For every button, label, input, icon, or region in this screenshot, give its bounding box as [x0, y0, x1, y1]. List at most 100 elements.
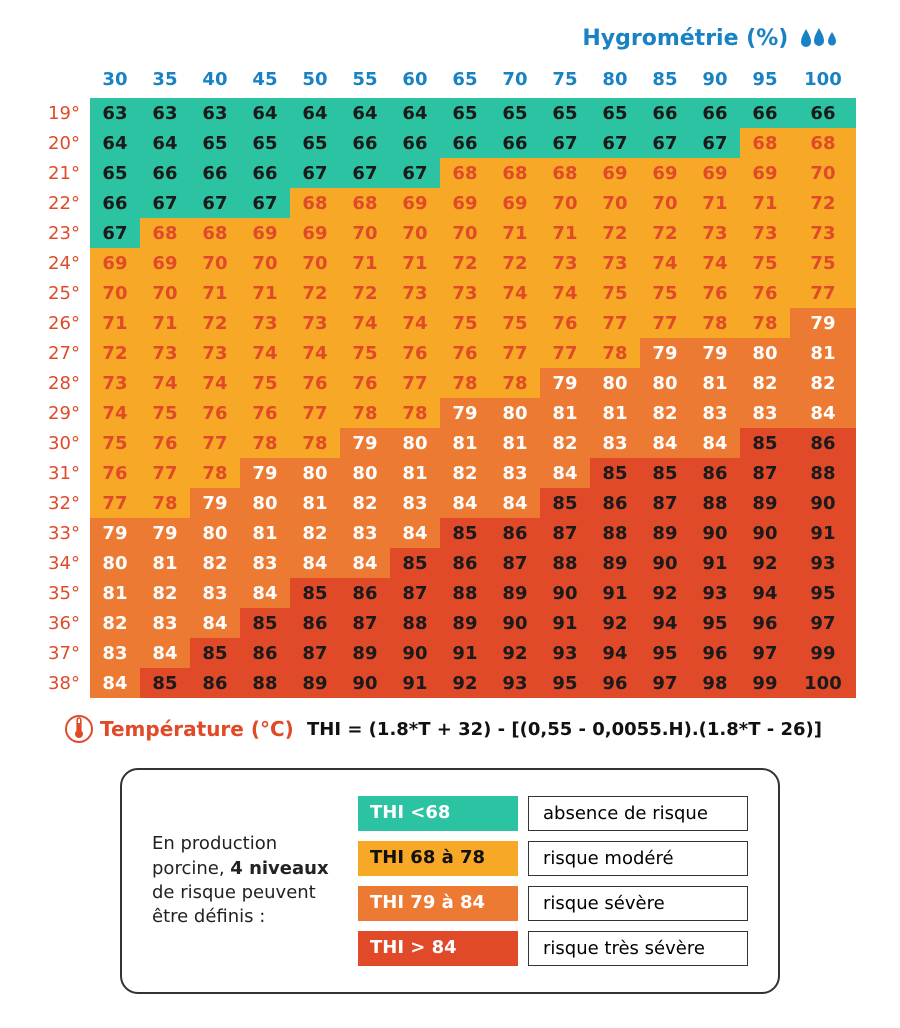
- thi-cell: 73: [590, 248, 640, 278]
- thi-cell: 80: [290, 458, 340, 488]
- thi-cell: 72: [640, 218, 690, 248]
- thi-cell: 77: [90, 488, 140, 518]
- thi-cell: 87: [340, 608, 390, 638]
- thi-cell: 89: [440, 608, 490, 638]
- thi-cell: 66: [190, 158, 240, 188]
- thi-cell: 75: [790, 248, 856, 278]
- thi-cell: 71: [190, 278, 240, 308]
- thi-cell: 79: [440, 398, 490, 428]
- thi-cell: 71: [240, 278, 290, 308]
- thi-cell: 75: [490, 308, 540, 338]
- thi-cell: 81: [540, 398, 590, 428]
- thi-cell: 85: [590, 458, 640, 488]
- thi-cell: 70: [790, 158, 856, 188]
- legend-row: THI 79 à 84risque sévère: [358, 886, 748, 921]
- thi-cell: 94: [590, 638, 640, 668]
- thi-cell: 70: [440, 218, 490, 248]
- thi-cell: 69: [590, 158, 640, 188]
- thi-cell: 72: [290, 278, 340, 308]
- humidity-column-header: 85: [640, 63, 690, 98]
- humidity-column-header: 80: [590, 63, 640, 98]
- thermometer-icon: [64, 714, 94, 744]
- thi-cell: 65: [290, 128, 340, 158]
- thi-cell: 76: [240, 398, 290, 428]
- thi-cell: 72: [590, 218, 640, 248]
- thi-cell: 73: [240, 308, 290, 338]
- thi-cell: 82: [90, 608, 140, 638]
- thi-cell: 67: [340, 158, 390, 188]
- thi-cell: 95: [690, 608, 740, 638]
- thi-cell: 71: [490, 218, 540, 248]
- thi-cell: 74: [240, 338, 290, 368]
- thi-cell: 85: [540, 488, 590, 518]
- thi-cell: 73: [740, 218, 790, 248]
- thi-cell: 64: [390, 98, 440, 128]
- thi-cell: 73: [140, 338, 190, 368]
- thi-cell: 84: [640, 428, 690, 458]
- thi-cell: 69: [140, 248, 190, 278]
- thi-cell: 74: [190, 368, 240, 398]
- thi-cell: 97: [740, 638, 790, 668]
- thi-cell: 95: [540, 668, 590, 698]
- thi-cell: 73: [190, 338, 240, 368]
- thi-cell: 85: [140, 668, 190, 698]
- temperature-label: Température (°C): [100, 717, 294, 741]
- thi-cell: 70: [390, 218, 440, 248]
- thi-cell: 84: [690, 428, 740, 458]
- thi-cell: 75: [90, 428, 140, 458]
- thi-cell: 87: [490, 548, 540, 578]
- thi-cell: 68: [140, 218, 190, 248]
- thi-cell: 90: [490, 608, 540, 638]
- thi-cell: 68: [490, 158, 540, 188]
- thi-cell: 81: [790, 338, 856, 368]
- thi-cell: 64: [240, 98, 290, 128]
- thi-cell: 72: [490, 248, 540, 278]
- thi-cell: 80: [240, 488, 290, 518]
- thi-cell: 85: [440, 518, 490, 548]
- thi-cell: 75: [240, 368, 290, 398]
- thi-cell: 84: [540, 458, 590, 488]
- thi-cell: 69: [690, 158, 740, 188]
- thi-cell: 76: [740, 278, 790, 308]
- thi-cell: 66: [140, 158, 190, 188]
- thi-cell: 81: [290, 488, 340, 518]
- thi-cell: 87: [390, 578, 440, 608]
- thi-cell: 77: [290, 398, 340, 428]
- thi-cell: 82: [740, 368, 790, 398]
- thi-cell: 80: [590, 368, 640, 398]
- thi-cell: 74: [340, 308, 390, 338]
- temperature-row-header: 21°: [44, 158, 90, 188]
- thi-cell: 78: [590, 338, 640, 368]
- thi-cell: 82: [790, 368, 856, 398]
- thi-cell: 70: [640, 188, 690, 218]
- thi-cell: 67: [590, 128, 640, 158]
- thi-cell: 82: [190, 548, 240, 578]
- legend-tag: THI 68 à 78: [358, 841, 518, 876]
- thi-cell: 84: [390, 518, 440, 548]
- thi-cell: 71: [740, 188, 790, 218]
- formula-row: Température (°C) THI = (1.8*T + 32) - [(…: [30, 710, 870, 768]
- thi-cell: 76: [340, 368, 390, 398]
- thi-cell: 83: [590, 428, 640, 458]
- thi-cell: 70: [240, 248, 290, 278]
- thi-cell: 86: [290, 608, 340, 638]
- humidity-column-header: 75: [540, 63, 590, 98]
- thi-cell: 85: [240, 608, 290, 638]
- thi-cell: 67: [90, 218, 140, 248]
- thi-cell: 91: [540, 608, 590, 638]
- thi-cell: 76: [140, 428, 190, 458]
- thi-cell: 83: [190, 578, 240, 608]
- thi-cell: 74: [490, 278, 540, 308]
- thi-cell: 79: [540, 368, 590, 398]
- temperature-row-header: 22°: [44, 188, 90, 218]
- legend-row: THI <68absence de risque: [358, 796, 748, 831]
- thi-cell: 93: [540, 638, 590, 668]
- thi-cell: 80: [640, 368, 690, 398]
- thi-cell: 76: [440, 338, 490, 368]
- thi-cell: 78: [190, 458, 240, 488]
- thi-cell: 90: [640, 548, 690, 578]
- thi-cell: 67: [140, 188, 190, 218]
- thi-cell: 69: [390, 188, 440, 218]
- temperature-row-header: 27°: [44, 338, 90, 368]
- hygrometry-label: Hygrométrie (%): [582, 26, 788, 51]
